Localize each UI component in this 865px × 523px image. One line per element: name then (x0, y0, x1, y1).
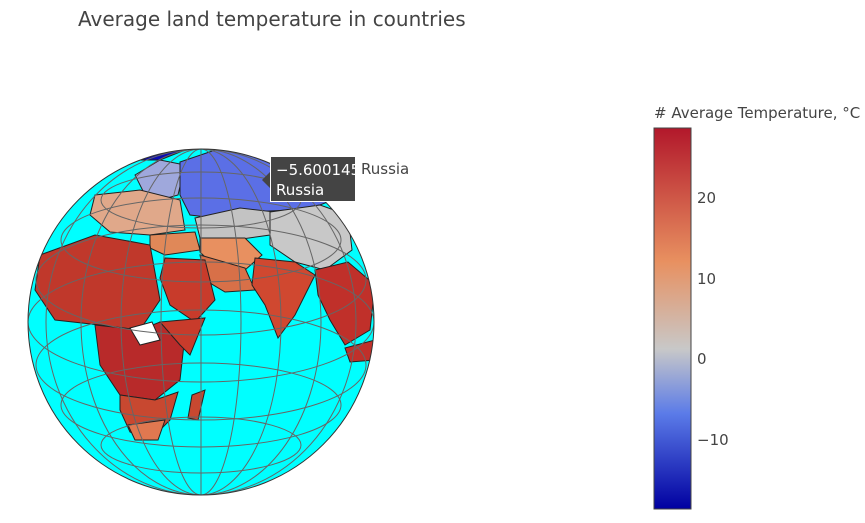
tooltip-country: Russia (276, 181, 325, 199)
country-turkey[interactable] (149, 231, 201, 256)
globe-outline (27, 148, 375, 496)
country-south-africa[interactable] (127, 419, 166, 441)
colorbar-tick-20: 20 (697, 189, 717, 207)
colorbar-tick-10: 10 (697, 270, 717, 288)
colorbar-gradient (653, 127, 692, 510)
country-china[interactable] (269, 204, 353, 271)
colorbar-tick-0: 0 (697, 350, 707, 368)
tooltip-arrow (262, 172, 270, 188)
tooltip-trace-name: Russia (361, 160, 410, 178)
hover-tooltip: −5.600145 Russia (262, 156, 361, 202)
country-india[interactable] (251, 257, 316, 340)
graticule (28, 149, 374, 495)
chart-title: Average land temperature in countries (78, 7, 466, 31)
colorbar-tick-minus10: −10 (697, 431, 729, 449)
tooltip-value: −5.600145 (276, 161, 361, 179)
country-horn-of-africa[interactable] (158, 317, 206, 356)
country-europe[interactable] (89, 189, 186, 236)
colorbar-title: # Average Temperature, °C (654, 104, 861, 122)
country-south-sudan[interactable] (129, 321, 161, 346)
